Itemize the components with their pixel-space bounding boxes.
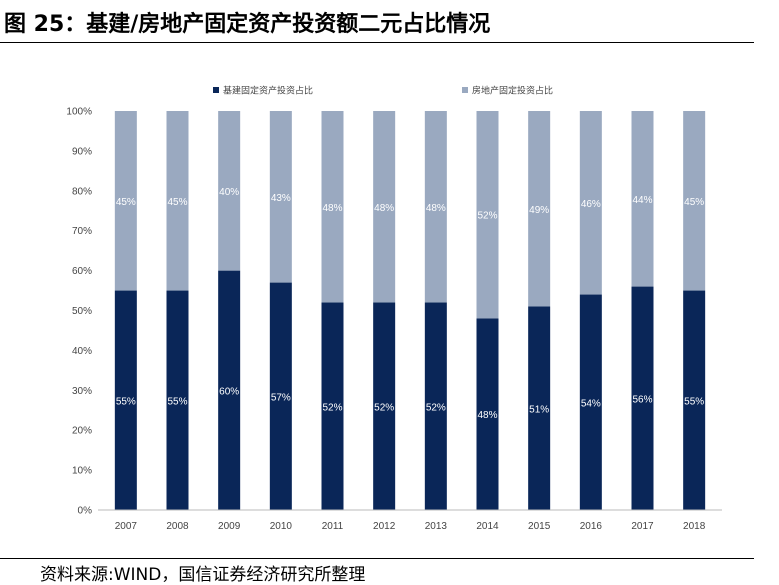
data-label-infra: 48%	[477, 410, 497, 421]
data-label-real-estate: 52%	[477, 211, 497, 222]
legend-label-0: 基建固定资产投资占比	[223, 85, 313, 97]
bar-real-estate-2007	[114, 111, 137, 291]
y-axis: 0% 10% 20% 30% 40% 50% 60% 70% 80% 90% 100%	[66, 107, 92, 517]
y-tick-label: 70%	[72, 226, 92, 237]
chart-legend: 基建固定资产投资占比 房地产固定投资占比	[213, 85, 553, 97]
x-tick-label: 2017	[631, 521, 654, 530]
x-axis: 2007 2008 2009 2010 2011 2012 2013 2014 2015 2016…	[98, 509, 722, 530]
bar-infra-2014	[476, 318, 499, 510]
x-tick-label: 2012	[373, 521, 396, 530]
data-label-real-estate: 48%	[374, 203, 394, 214]
figure-title: 图 25：基建/房地产固定资产投资额二元占比情况	[4, 12, 491, 37]
bar-infra-2010	[269, 282, 292, 510]
bar-real-estate-2011	[321, 111, 344, 303]
data-label-infra: 52%	[322, 402, 342, 413]
data-label-infra: 55%	[684, 396, 704, 407]
x-tick-label: 2011	[322, 521, 344, 530]
x-tick-label: 2007	[115, 521, 138, 530]
bar-infra-2009	[218, 270, 241, 510]
y-tick-label: 40%	[72, 346, 92, 357]
data-label-real-estate: 45%	[116, 197, 136, 208]
bar-infra-2011	[321, 302, 344, 510]
bar-infra-2012	[373, 302, 396, 510]
data-label-infra: 57%	[271, 392, 291, 403]
x-tick-label: 2016	[580, 521, 603, 530]
bar-real-estate-2014	[476, 111, 499, 319]
data-label-infra: 60%	[219, 386, 239, 397]
bar-real-estate-2016	[579, 111, 602, 295]
x-tick-label: 2018	[683, 521, 706, 530]
bar-real-estate-2010	[269, 111, 292, 283]
y-tick-label: 90%	[72, 146, 92, 157]
bar-real-estate-2017	[631, 111, 654, 287]
bar-infra-2013	[424, 302, 447, 510]
bar-series: 55% 45% 55% 45% 60% 40% 57% 43% 52% 48% 52% 48% 52% 4…	[114, 111, 706, 510]
bar-real-estate-2009	[218, 111, 241, 271]
y-tick-label: 80%	[72, 186, 92, 197]
bar-infra-2008	[166, 290, 189, 510]
y-tick-label: 10%	[72, 466, 92, 477]
data-label-real-estate: 48%	[322, 203, 342, 214]
data-label-real-estate: 40%	[219, 187, 239, 198]
data-label-infra: 51%	[529, 404, 549, 415]
bar-infra-2007	[114, 290, 137, 510]
y-tick-label: 0%	[78, 506, 93, 517]
data-label-real-estate: 45%	[167, 197, 187, 208]
x-tick-label: 2014	[476, 521, 499, 530]
bar-infra-2018	[683, 290, 706, 510]
source-note: 资料来源:WIND，国信证券经济研究所整理	[40, 565, 366, 585]
data-label-real-estate: 46%	[581, 199, 601, 210]
data-label-real-estate: 45%	[684, 197, 704, 208]
x-tick-label: 2009	[218, 521, 241, 530]
x-tick-label: 2008	[166, 521, 189, 530]
y-tick-label: 100%	[66, 107, 92, 118]
data-label-infra: 54%	[581, 398, 601, 409]
bar-real-estate-2018	[683, 111, 706, 291]
data-label-infra: 52%	[374, 402, 394, 413]
legend-swatch-1	[462, 87, 468, 93]
data-label-infra: 52%	[426, 402, 446, 413]
y-tick-label: 30%	[72, 386, 92, 397]
x-tick-label: 2015	[528, 521, 551, 530]
legend-swatch-0	[213, 87, 219, 93]
x-tick-label: 2013	[425, 521, 448, 530]
y-tick-label: 50%	[72, 306, 92, 317]
bar-infra-2017	[631, 286, 654, 510]
data-label-real-estate: 48%	[426, 203, 446, 214]
x-tick-label: 2010	[270, 521, 293, 530]
data-label-infra: 56%	[632, 394, 652, 405]
title-divider	[0, 42, 754, 43]
data-label-real-estate: 43%	[271, 193, 291, 204]
bar-real-estate-2008	[166, 111, 189, 291]
bar-real-estate-2015	[528, 111, 551, 307]
data-label-real-estate: 44%	[632, 195, 652, 206]
data-label-infra: 55%	[167, 396, 187, 407]
footer-divider	[0, 558, 754, 559]
y-tick-label: 20%	[72, 426, 92, 437]
stacked-bar-chart: 基建固定资产投资占比 房地产固定投资占比 0% 10% 20% 30% 40% 50% 60%…	[66, 85, 722, 530]
bar-real-estate-2013	[424, 111, 447, 303]
data-label-real-estate: 49%	[529, 205, 549, 216]
legend-label-1: 房地产固定投资占比	[472, 85, 553, 97]
bar-infra-2016	[579, 294, 602, 510]
data-label-infra: 55%	[116, 396, 136, 407]
bar-infra-2015	[528, 306, 551, 510]
y-tick-label: 60%	[72, 266, 92, 277]
bar-real-estate-2012	[373, 111, 396, 303]
